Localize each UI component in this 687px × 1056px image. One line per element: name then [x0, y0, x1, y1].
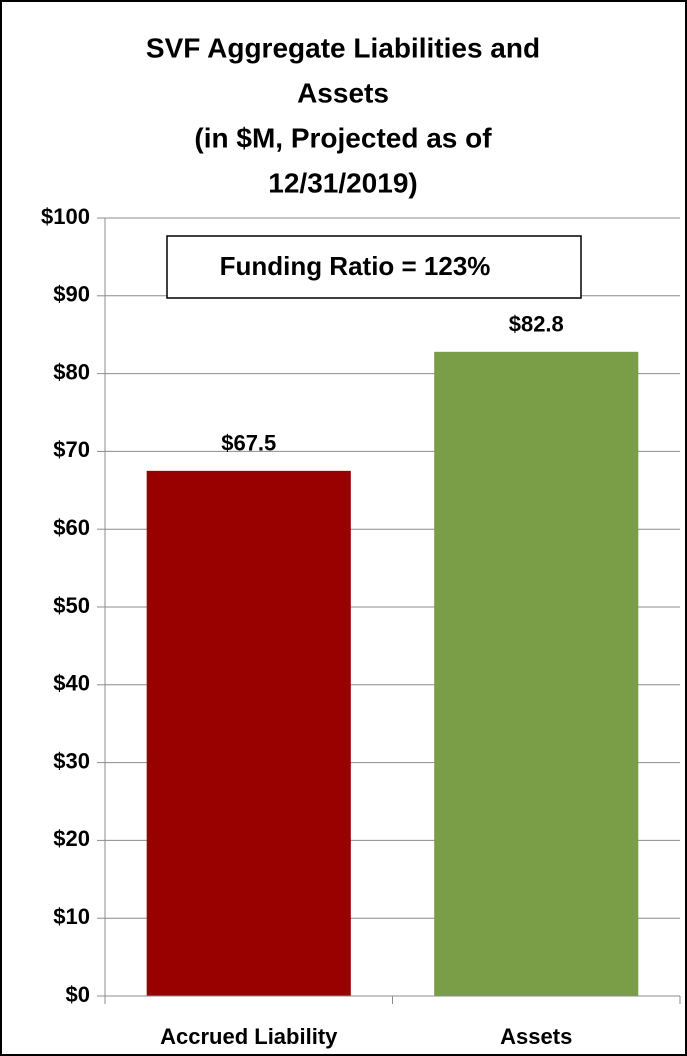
- y-tick-label: $50: [53, 593, 90, 618]
- annotation-box: [166, 235, 582, 299]
- y-tick-label: $10: [53, 904, 90, 929]
- y-tick-label: $90: [53, 282, 90, 307]
- x-tick-label: Accrued Liability: [160, 1024, 338, 1049]
- y-tick-label: $100: [41, 204, 90, 229]
- y-tick-label: $0: [66, 982, 90, 1007]
- y-tick-label: $60: [53, 515, 90, 540]
- value-label: $82.8: [509, 312, 564, 337]
- chart-title: Assets: [297, 77, 389, 108]
- chart-title: (in $M, Projected as of: [194, 122, 492, 153]
- annotation: Funding Ratio = 123%: [220, 251, 491, 281]
- bar: [146, 470, 351, 997]
- y-tick-label: $70: [53, 437, 90, 462]
- value-label: $67.5: [221, 431, 276, 456]
- y-tick-label: $20: [53, 826, 90, 851]
- y-tick-label: $80: [53, 359, 90, 384]
- y-tick-label: $30: [53, 748, 90, 773]
- chart-title: SVF Aggregate Liabilities and: [146, 32, 540, 63]
- y-tick-label: $40: [53, 671, 90, 696]
- x-tick-label: Assets: [500, 1024, 572, 1049]
- bar: [434, 351, 639, 996]
- chart-title: 12/31/2019): [268, 167, 417, 198]
